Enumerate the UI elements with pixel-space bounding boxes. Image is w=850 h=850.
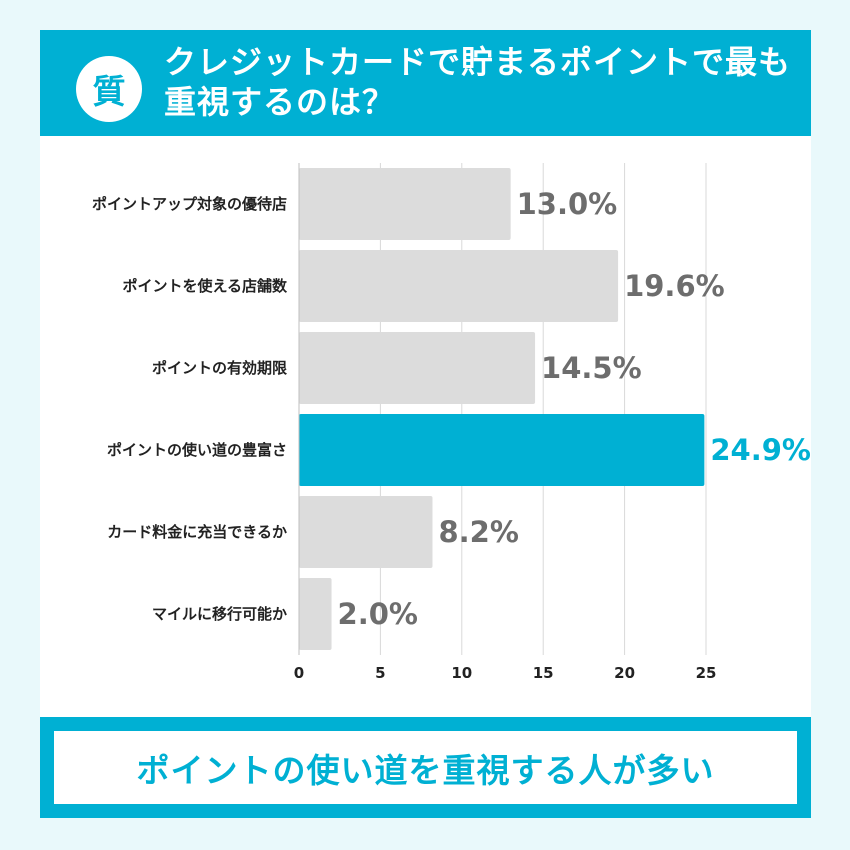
header-banner (40, 30, 811, 136)
x-tick-label-0: 0 (294, 664, 304, 682)
category-label-3: ポイントの使い道の豊富さ (107, 441, 287, 459)
question-badge: 質 (76, 56, 142, 122)
page-title: クレジットカードで貯まるポイントで最も重視するのは？ (164, 43, 792, 121)
x-tick-label-5: 25 (696, 664, 717, 682)
value-label-3: 24.9% (710, 433, 811, 467)
bar-0 (299, 168, 511, 240)
value-label-5: 2.0% (338, 597, 418, 631)
footer-conclusion: ポイントの使い道を重視する人が多い (54, 731, 797, 804)
x-tick-label-3: 15 (533, 664, 554, 682)
value-label-4: 8.2% (438, 515, 518, 549)
category-label-5: マイルに移行可能か (152, 605, 287, 623)
x-tick-label-1: 5 (375, 664, 385, 682)
bar-2 (299, 332, 536, 404)
x-tick-label-2: 10 (451, 664, 472, 682)
value-label-1: 19.6% (624, 269, 725, 303)
category-label-1: ポイントを使える店舗数 (122, 277, 288, 295)
value-label-2: 14.5% (541, 351, 642, 385)
category-label-0: ポイントアップ対象の優待店 (92, 195, 287, 213)
bar-1 (299, 250, 619, 322)
x-tick-label-4: 20 (614, 664, 635, 682)
bar-4 (299, 496, 433, 568)
bar-3 (299, 414, 705, 486)
category-label-2: ポイントの有効期限 (152, 359, 287, 377)
value-label-0: 13.0% (517, 187, 618, 221)
category-label-4: カード料金に充当できるか (107, 523, 287, 541)
bar-5 (299, 578, 332, 650)
